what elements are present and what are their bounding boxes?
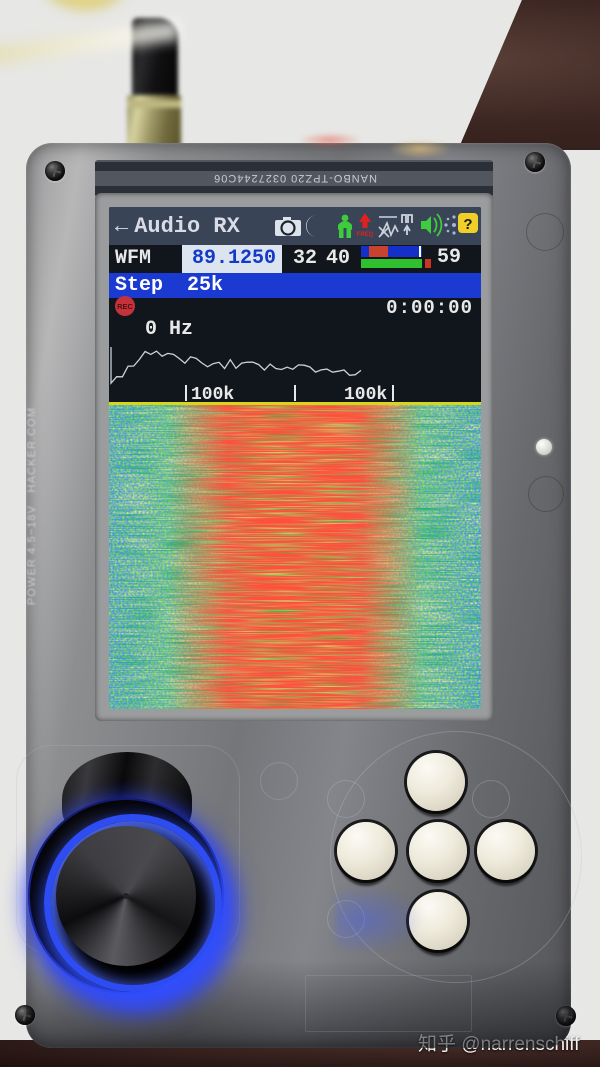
svg-text:REC: REC [117, 302, 133, 311]
svg-text:?: ? [463, 216, 472, 233]
svg-text:FREQ: FREQ [357, 232, 374, 238]
